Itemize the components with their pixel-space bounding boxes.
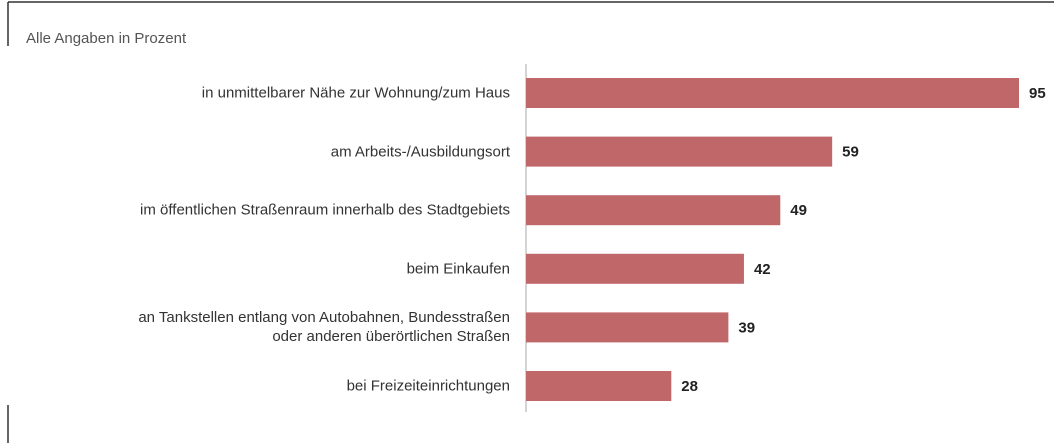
category-label: bei Freizeiteinrichtungen [346, 377, 510, 395]
subtitle: Alle Angaben in Prozent [26, 30, 187, 47]
value-label: 42 [754, 261, 771, 278]
category-label: an Tankstellen entlang von Autobahnen, B… [138, 309, 510, 346]
category-label: im öffentlichen Straßenraum innerhalb de… [140, 201, 510, 219]
bar [526, 78, 1019, 108]
bar [526, 312, 729, 343]
value-label: 49 [790, 202, 807, 219]
category-label: in unmittelbarer Nähe zur Wohnung/zum Ha… [201, 84, 510, 102]
bar [526, 195, 781, 226]
bar [526, 371, 672, 401]
value-label: 39 [738, 319, 755, 336]
value-label: 59 [842, 144, 859, 161]
category-label: beim Einkaufen [406, 260, 510, 278]
bar [526, 253, 744, 284]
value-label: 95 [1029, 85, 1046, 102]
value-label: 28 [681, 378, 698, 395]
category-label: am Arbeits-/Ausbildungsort [330, 143, 510, 161]
bar [526, 136, 833, 167]
